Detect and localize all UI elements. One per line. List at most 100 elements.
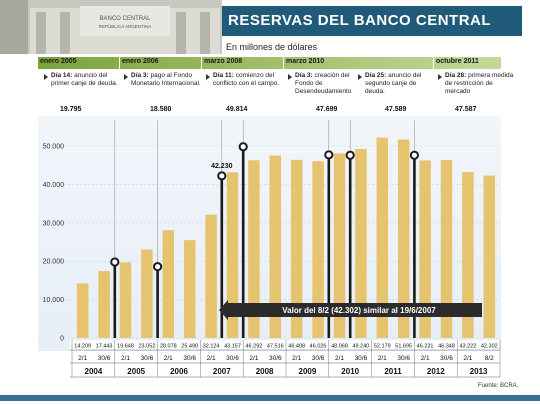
timeline-separator	[119, 57, 120, 102]
category-label: 30/6	[440, 355, 453, 362]
timeline-separator	[433, 57, 434, 102]
value-label: 28.078	[160, 344, 177, 350]
y-tick-label: 40.000	[43, 182, 65, 189]
bar	[226, 172, 239, 338]
bar	[290, 159, 303, 338]
bar	[248, 160, 260, 338]
page-title: RESERVAS DEL BANCO CENTRAL	[228, 12, 492, 29]
bar	[312, 161, 324, 338]
value-label: 47.516	[267, 344, 284, 350]
annotation-arrow-head	[219, 300, 228, 320]
bar	[462, 172, 474, 338]
building-sign-line2: REPÚBLICA ARGENTINA	[99, 23, 152, 29]
value-label: 17.443	[96, 344, 113, 350]
value-label: 14.209	[74, 344, 91, 350]
year-label: 2013	[470, 367, 488, 376]
value-label: 19.648	[117, 344, 134, 350]
y-tick-label: 50.000	[43, 144, 65, 151]
category-label: 2/1	[121, 355, 130, 362]
event-bullet-icon	[358, 74, 362, 80]
marker-value-label: 42.230	[211, 163, 233, 170]
event-description: Día 28: primera medida de restricción de…	[445, 72, 517, 96]
event-text: creación del Fondo de Desendeudamiento	[295, 72, 352, 95]
event-day: Día 25:	[365, 72, 387, 79]
category-label: 30/6	[141, 355, 154, 362]
timeline-band	[38, 57, 501, 69]
event-marker-dot	[153, 262, 163, 272]
event-day: Día 3:	[295, 72, 313, 79]
timeline-date: enero 2005	[40, 58, 77, 65]
event-text: primera medida de restricción de mercado	[445, 72, 514, 95]
bar	[141, 249, 153, 338]
event-description: Día 11: comienzo del conflicto con el ca…	[213, 72, 285, 88]
value-row-bg	[70, 340, 500, 350]
year-label: 2011	[384, 367, 402, 376]
event-text: comienzo del conflicto con el campo.	[213, 72, 280, 87]
bar	[419, 160, 431, 338]
event-reserve-value: 49.814	[226, 106, 248, 113]
event-description: Día 3: creación del Fondo de Desendeudam…	[295, 72, 367, 96]
event-marker-dot	[409, 150, 419, 160]
event-text: pago al Fondo Monetario Internacional.	[131, 72, 201, 87]
bar	[162, 230, 175, 338]
category-label: 2/1	[378, 355, 387, 362]
event-day: Día 3:	[131, 72, 149, 79]
timeline-separator	[283, 57, 284, 102]
year-label: 2009	[299, 367, 317, 376]
event-description: Día 3: pago al Fondo Monetario Internaci…	[131, 72, 203, 88]
timeline-separator	[201, 57, 202, 102]
year-label: 2010	[341, 367, 359, 376]
timeline-date: enero 2006	[122, 58, 159, 65]
category-label: 30/6	[269, 355, 282, 362]
category-label: 2/1	[207, 355, 216, 362]
event-bullet-icon	[438, 74, 442, 80]
event-marker-dot	[324, 150, 334, 160]
event-description: Día 25: anuncio del segundo canje de deu…	[365, 72, 437, 96]
value-label: 46.348	[438, 344, 455, 350]
annotation-text: Valor del 8/2 (42.302) similar al 19/6/2…	[282, 306, 436, 315]
event-day: Día 11:	[213, 72, 234, 79]
value-label: 25.490	[181, 344, 198, 350]
timeline-date: marzo 2010	[286, 58, 325, 65]
value-label: 46.231	[417, 344, 434, 350]
event-bullet-icon	[206, 74, 210, 80]
year-label: 2004	[85, 367, 103, 376]
bar	[333, 153, 346, 338]
category-label: 2/1	[164, 355, 173, 362]
value-label: 32.124	[203, 344, 220, 350]
category-label: 2/1	[292, 355, 301, 362]
bottom-strip	[0, 395, 540, 401]
bar	[376, 137, 389, 338]
bar	[98, 271, 110, 338]
event-reserve-value: 19.795	[60, 106, 82, 113]
y-tick-label: 0	[60, 336, 64, 343]
building-sign-line1: BANCO CENTRAL	[99, 16, 151, 22]
category-label: 2/1	[335, 355, 344, 362]
value-label: 46.026	[310, 344, 327, 350]
bar	[119, 262, 132, 338]
value-label: 51.695	[395, 344, 412, 350]
category-label: 30/6	[98, 355, 111, 362]
category-label: 8/2	[485, 355, 494, 362]
bar	[269, 155, 282, 338]
timeline-date: marzo 2008	[204, 58, 243, 65]
value-label: 43.222	[459, 344, 476, 350]
bar	[205, 214, 217, 338]
value-label: 42.302	[481, 344, 498, 350]
category-label: 2/1	[78, 355, 87, 362]
value-label: 49.240	[352, 344, 369, 350]
subtitle: En millones de dólares	[226, 42, 318, 52]
year-label: 2008	[256, 367, 274, 376]
event-bullet-icon	[44, 74, 48, 80]
title-bar: RESERVAS DEL BANCO CENTRAL	[222, 6, 522, 36]
bar	[440, 160, 453, 338]
category-label: 2/1	[463, 355, 472, 362]
category-label: 30/6	[312, 355, 325, 362]
value-label: 46.292	[245, 344, 262, 350]
year-label: 2012	[427, 367, 445, 376]
category-label: 2/1	[249, 355, 258, 362]
event-text: anuncio del primer canje de deuda.	[51, 72, 118, 87]
bar	[355, 148, 367, 338]
category-label: 30/6	[355, 355, 368, 362]
